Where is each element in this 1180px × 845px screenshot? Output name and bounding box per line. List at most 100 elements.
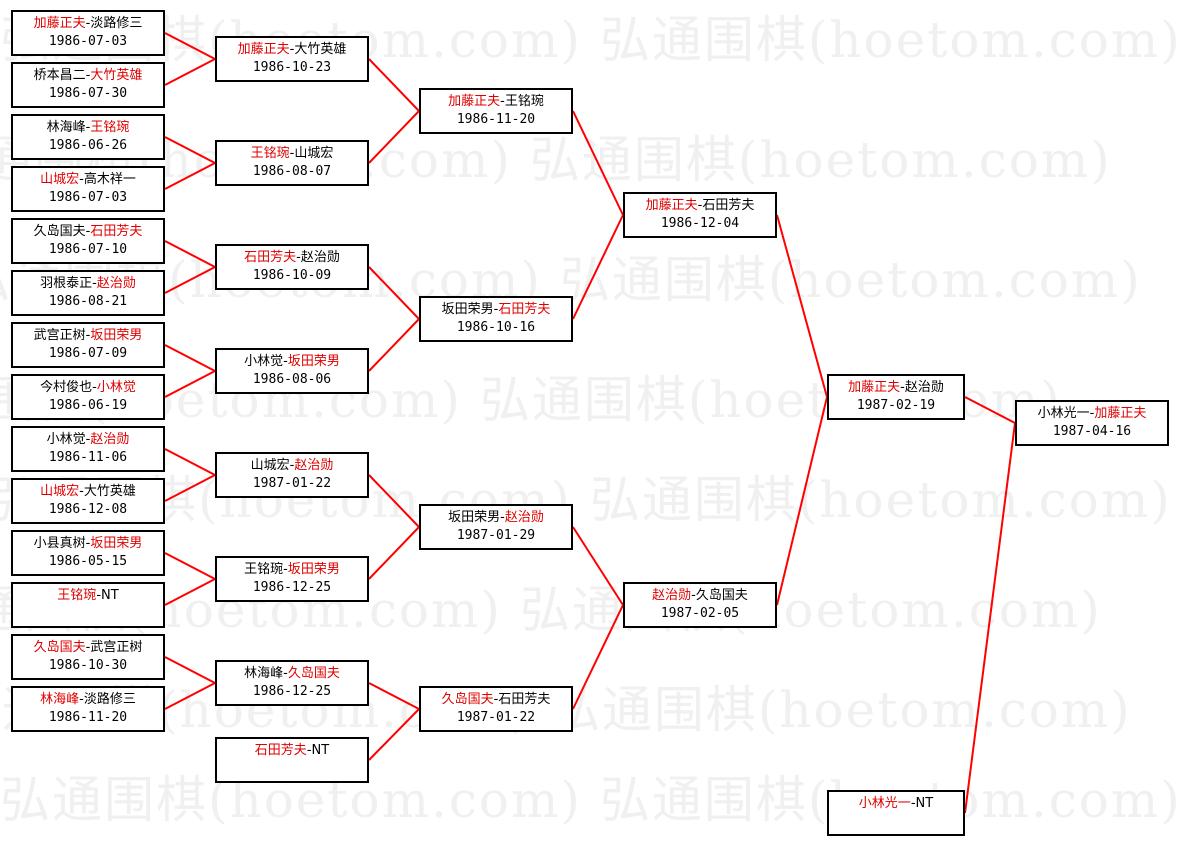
player-name: 林海峰 xyxy=(244,666,284,681)
match-date: 1986-12-25 xyxy=(252,684,332,699)
player-name: 赵治勋 xyxy=(904,380,944,395)
player-name: NT xyxy=(915,796,934,811)
separator: - xyxy=(289,458,295,473)
match-players: 小林觉-赵治勋 xyxy=(47,432,130,447)
match-players: 石田芳夫-NT xyxy=(255,743,329,758)
connector-line xyxy=(368,318,420,372)
match-box[interactable]: 今村俊也-小林觉 1986-06-19 xyxy=(11,374,165,420)
match-box[interactable]: 王铭琬-NT xyxy=(11,582,165,628)
player-name: 山城宏 xyxy=(250,458,290,473)
match-date: 1986-07-30 xyxy=(48,86,128,101)
match-box[interactable]: 山城宏-赵治勋 1987-01-22 xyxy=(215,452,369,498)
match-date: 1986-07-10 xyxy=(48,242,128,257)
winner-name: 久岛国夫 xyxy=(287,666,340,681)
player-name: NT xyxy=(311,743,330,758)
winner-name: 久岛国夫 xyxy=(441,692,494,707)
player-name: 羽根泰正 xyxy=(40,276,93,291)
match-box[interactable]: 加藤正夫-淡路修三 1986-07-03 xyxy=(11,10,165,56)
match-box[interactable]: 小林觉-赵治勋 1986-11-06 xyxy=(11,426,165,472)
match-box[interactable]: 加藤正夫-赵治勋 1987-02-19 xyxy=(827,374,965,420)
match-box[interactable]: 加藤正夫-石田芳夫 1986-12-04 xyxy=(623,192,777,238)
match-date: 1986-10-30 xyxy=(48,658,128,673)
separator: - xyxy=(85,640,91,655)
winner-name: 加藤正夫 xyxy=(448,94,501,109)
player-name: 小林光一 xyxy=(1037,406,1090,421)
connector-line xyxy=(164,552,216,580)
connector-line xyxy=(164,682,216,710)
connector-line xyxy=(164,240,216,268)
match-players: 桥本昌二-大竹英雄 xyxy=(34,68,143,83)
match-date: 1987-01-22 xyxy=(252,476,332,491)
match-date: 1986-10-23 xyxy=(252,60,332,75)
match-date: 1987-02-19 xyxy=(856,398,936,413)
match-box[interactable]: 久岛国夫-石田芳夫 1986-07-10 xyxy=(11,218,165,264)
winner-name: 王铭琬 xyxy=(57,588,97,603)
match-box[interactable]: 石田芳夫-NT xyxy=(215,737,369,783)
winner-name: 王铭琬 xyxy=(250,146,290,161)
match-box[interactable]: 小县真树-坂田荣男 1986-05-15 xyxy=(11,530,165,576)
match-box[interactable]: 桥本昌二-大竹英雄 1986-07-30 xyxy=(11,62,165,108)
match-players: 林海峰-王铭琬 xyxy=(47,120,130,135)
watermark: 弘通围棋(hoetom.com) 弘通围棋(hoetom.com) xyxy=(0,581,1102,639)
winner-name: 石田芳夫 xyxy=(244,250,297,265)
winner-name: 赵治勋 xyxy=(652,588,692,603)
match-box[interactable]: 山城宏-高木祥一 1986-07-03 xyxy=(11,166,165,212)
match-box[interactable]: 石田芳夫-赵治勋 1986-10-09 xyxy=(215,244,369,290)
separator: - xyxy=(493,302,499,317)
connector-line xyxy=(572,604,624,710)
separator: - xyxy=(289,146,295,161)
match-box[interactable]: 小林光一-NT xyxy=(827,790,965,836)
match-players: 久岛国夫-石田芳夫 xyxy=(442,692,551,707)
separator: - xyxy=(493,692,499,707)
match-box[interactable]: 王铭琬-山城宏 1986-08-07 xyxy=(215,140,369,186)
player-name: 王铭琬 xyxy=(504,94,544,109)
connector-line xyxy=(368,110,420,164)
match-date: 1986-07-03 xyxy=(48,190,128,205)
separator: - xyxy=(79,172,84,187)
winner-name: 赵治勋 xyxy=(504,510,544,525)
match-date: 1986-11-06 xyxy=(48,450,128,465)
separator: - xyxy=(85,432,91,447)
match-date: 1987-02-05 xyxy=(660,606,740,621)
connector-line xyxy=(164,474,216,502)
match-box[interactable]: 王铭琬-坂田荣男 1986-12-25 xyxy=(215,556,369,602)
player-name: 大竹英雄 xyxy=(83,484,136,499)
match-box[interactable]: 久岛国夫-武宫正树 1986-10-30 xyxy=(11,634,165,680)
match-box[interactable]: 小林觉-坂田荣男 1986-08-06 xyxy=(215,348,369,394)
winner-name: 小林光一 xyxy=(858,796,911,811)
match-box[interactable]: 坂田荣男-石田芳夫 1986-10-16 xyxy=(419,296,573,342)
match-box[interactable]: 加藤正夫-大竹英雄 1986-10-23 xyxy=(215,36,369,82)
match-players: 王铭琬-NT xyxy=(57,588,118,603)
match-box[interactable]: 武宫正树-坂田荣男 1986-07-09 xyxy=(11,322,165,368)
player-name: 坂田荣男 xyxy=(441,302,494,317)
match-players: 王铭琬-山城宏 xyxy=(251,146,334,161)
player-name: 今村俊也 xyxy=(40,380,93,395)
match-box[interactable]: 林海峰-久岛国夫 1986-12-25 xyxy=(215,660,369,706)
player-name: NT xyxy=(101,588,119,603)
connector-line xyxy=(368,682,420,710)
connector-line xyxy=(164,344,216,372)
match-box[interactable]: 久岛国夫-石田芳夫 1987-01-22 xyxy=(419,686,573,732)
separator: - xyxy=(92,276,97,291)
separator: - xyxy=(85,120,91,135)
match-box[interactable]: 小林光一-加藤正夫 1987-04-16 xyxy=(1015,400,1169,446)
match-date: 1986-11-20 xyxy=(456,112,536,127)
match-players: 山城宏-大竹英雄 xyxy=(40,484,136,499)
player-name: 林海峰 xyxy=(46,120,86,135)
match-box[interactable]: 加藤正夫-王铭琬 1986-11-20 xyxy=(419,88,573,134)
match-players: 加藤正夫-王铭琬 xyxy=(448,94,544,109)
match-box[interactable]: 山城宏-大竹英雄 1986-12-08 xyxy=(11,478,165,524)
match-box[interactable]: 赵治勋-久岛国夫 1987-02-05 xyxy=(623,582,777,628)
match-box[interactable]: 羽根泰正-赵治勋 1986-08-21 xyxy=(11,270,165,316)
winner-name: 林海峰 xyxy=(40,692,80,707)
match-box[interactable]: 坂田荣男-赵治勋 1987-01-29 xyxy=(419,504,573,550)
match-players: 加藤正夫-大竹英雄 xyxy=(238,42,347,57)
winner-name: 小林觉 xyxy=(96,380,136,395)
separator: - xyxy=(85,68,91,83)
separator: - xyxy=(85,224,91,239)
match-players: 久岛国夫-武宫正树 xyxy=(34,640,143,655)
connector-line xyxy=(164,136,216,164)
match-box[interactable]: 林海峰-淡路修三 1986-11-20 xyxy=(11,686,165,732)
match-box[interactable]: 林海峰-王铭琬 1986-06-26 xyxy=(11,114,165,160)
